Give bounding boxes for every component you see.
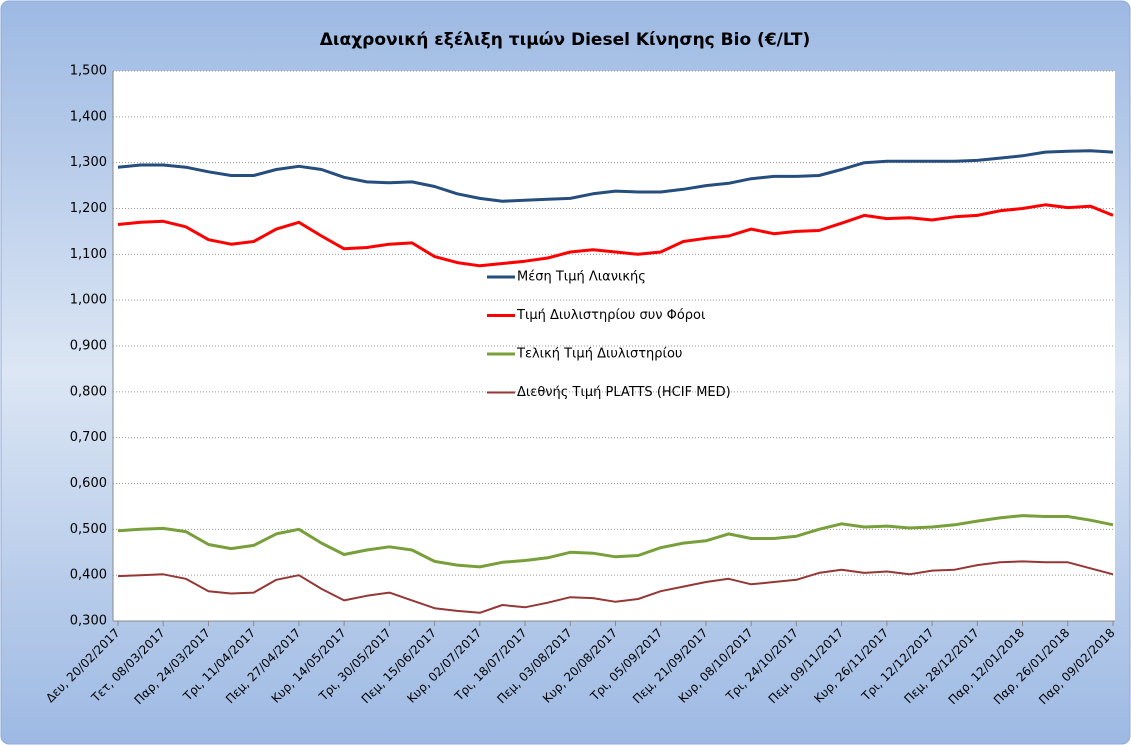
series-line — [117, 514, 1114, 569]
y-tick-label: 0,500 — [70, 522, 107, 537]
y-tick-label: 1,500 — [70, 64, 107, 79]
y-tick-label: 1,300 — [70, 155, 107, 170]
series-line — [117, 203, 1114, 268]
y-tick-label: 0,400 — [70, 568, 107, 583]
series-line — [117, 560, 1114, 614]
legend-label: Τιμή Διυλιστηρίου συν Φόροι — [516, 308, 705, 323]
y-tick-label: 1,400 — [70, 109, 107, 124]
chart-title: Διαχρονική εξέλιξη τιμών Diesel Κίνησης … — [320, 30, 811, 50]
y-tick-label: 1,200 — [70, 201, 107, 216]
y-tick-label: 1,000 — [70, 293, 107, 308]
y-tick-label: 0,800 — [70, 384, 107, 399]
legend-label: Διεθνής Τιμή PLATTS (HCIF MED) — [517, 385, 731, 400]
y-tick-label: 0,900 — [70, 339, 107, 354]
series-line — [117, 149, 1114, 203]
y-tick-label: 1,100 — [70, 247, 107, 262]
legend-label: Τελική Τιμή Διυλιστηρίου — [516, 347, 682, 362]
y-tick-label: 0,700 — [70, 430, 107, 445]
y-tick-label: 0,300 — [70, 614, 107, 629]
y-tick-label: 0,600 — [70, 476, 107, 491]
legend-label: Μέση Τιμή Λιανικής — [517, 270, 646, 285]
